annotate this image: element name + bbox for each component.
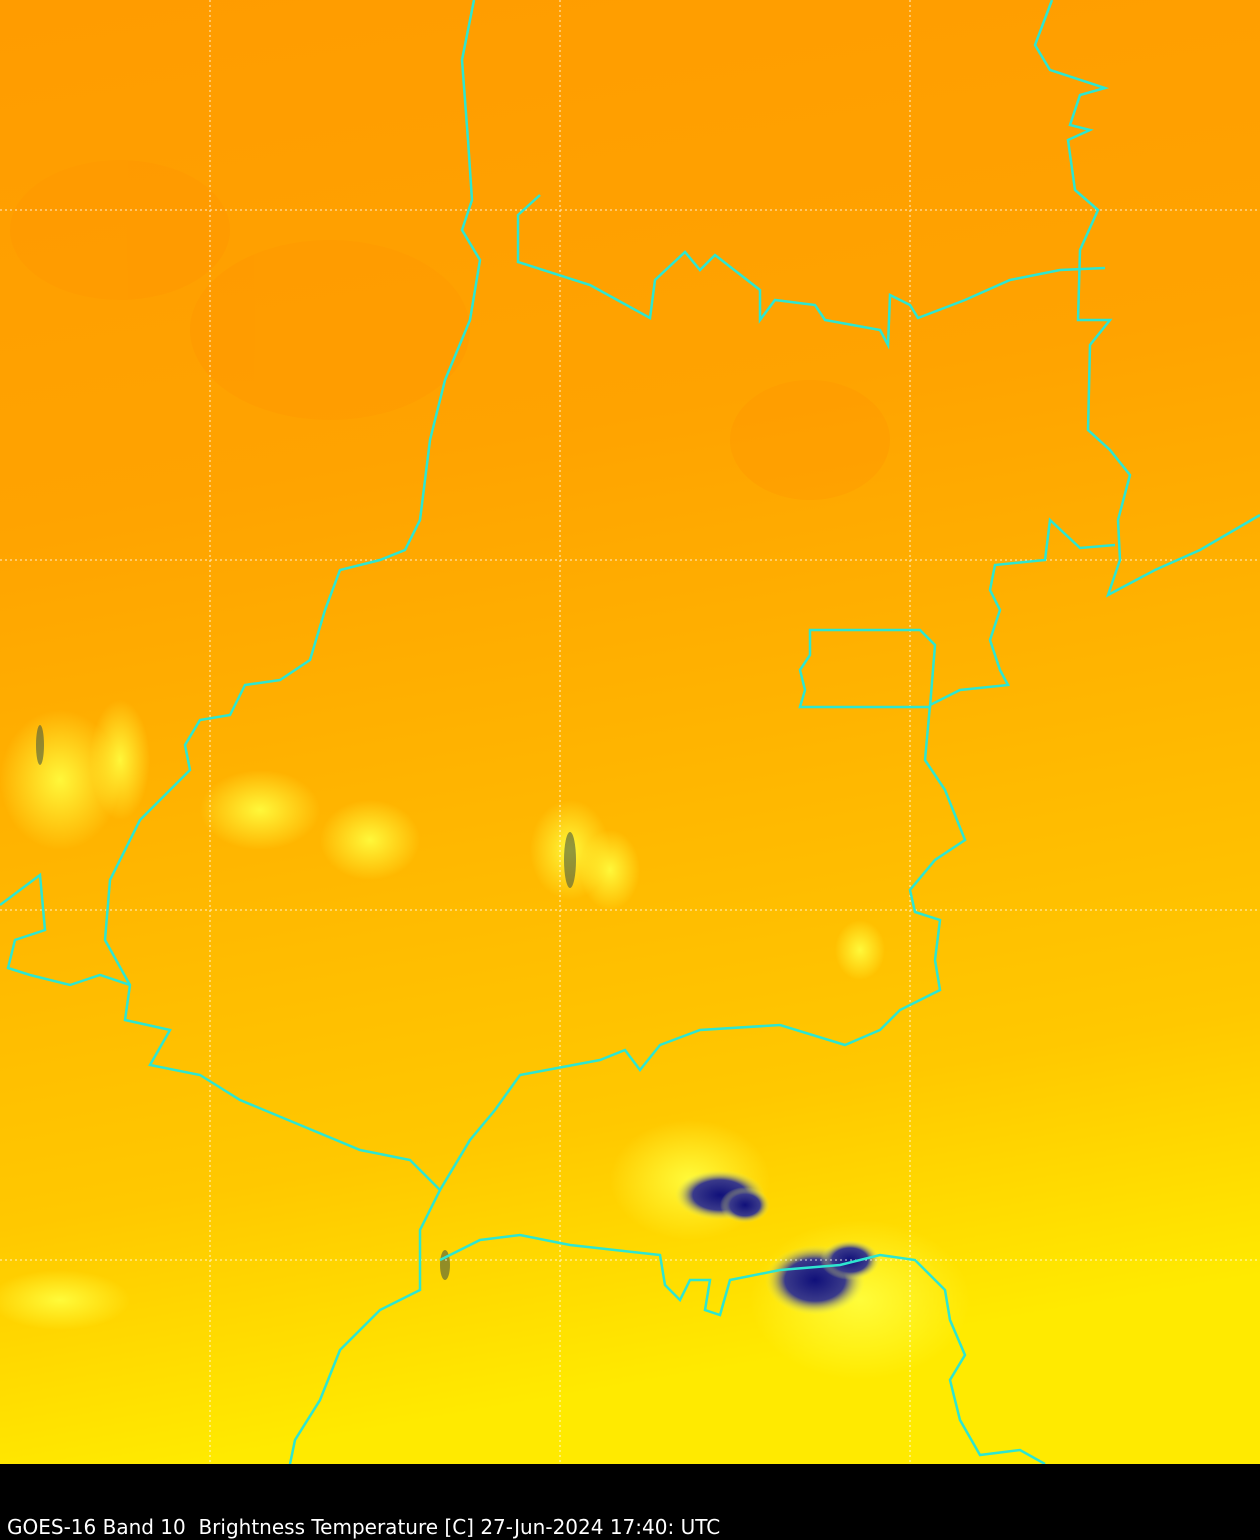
boundary-north [516,194,1106,350]
boundary-east [438,517,1116,1191]
warm-patches [10,160,890,500]
brightness-temperature-map [0,0,1260,1464]
boundary-south [439,1233,1046,1464]
graticule-grid [0,0,1260,1464]
state-boundaries [0,0,1260,1464]
boundary-west [103,0,482,1464]
federal-district-boundary [798,628,937,709]
boundary-northeast [1033,0,1260,598]
image-caption: GOES-16 Band 10 Brightness Temperature [… [7,1515,721,1539]
cold-cloud-tops [36,725,880,1315]
boundary-west-edge [0,872,131,987]
